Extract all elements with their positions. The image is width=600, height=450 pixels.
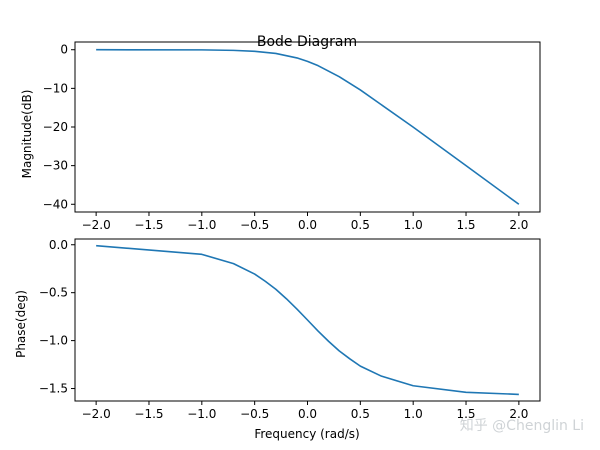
phase-xtick-label: 1.0: [404, 407, 423, 421]
magnitude-xtick-label: −0.5: [240, 218, 269, 232]
magnitude-xtick-label: 2.0: [509, 218, 528, 232]
phase-series-line-0: [96, 244, 519, 396]
phase-xtick-label: 0.0: [298, 407, 317, 421]
magnitude-xtick-label: 0.0: [298, 218, 317, 232]
phase-plot: Phase(deg) Frequency (rad/s) −2.0 −1.5 −1.…: [14, 238, 541, 441]
phase-xtick-label: −2.0: [82, 407, 111, 421]
magnitude-plot: Magnitude(dB) −2.0 −1.5 −1.0 −0.5 0.0 0.5 1.0 1…: [20, 41, 541, 232]
magnitude-ytick-label: −30: [43, 159, 68, 173]
magnitude-xtick-label: −2.0: [82, 218, 111, 232]
phase-ytick-label: −1.5: [39, 382, 68, 396]
phase-ytick-label: 0.0: [49, 238, 68, 252]
phase-xtick-label: 0.5: [351, 407, 370, 421]
phase-xtick-label: −1.5: [134, 407, 163, 421]
magnitude-xtick-label: −1.0: [187, 218, 216, 232]
magnitude-ylabel: Magnitude(dB): [20, 90, 34, 179]
watermark-text: 知乎 @Chenglin Li: [460, 417, 584, 434]
magnitude-xtick-label: 1.0: [404, 218, 423, 232]
magnitude-ytick-label: −20: [43, 120, 68, 134]
magnitude-ytick-label: −10: [43, 81, 68, 95]
magnitude-xtick-label: 0.5: [351, 218, 370, 232]
phase-ytick-label: −0.5: [39, 286, 68, 300]
magnitude-ytick-label: −40: [43, 197, 68, 211]
phase-ytick-label: −1.0: [39, 334, 68, 348]
magnitude-ytick-label: 0: [60, 43, 68, 57]
phase-ylabel: Phase(deg): [14, 290, 28, 358]
phase-xtick-label: 2.0: [509, 407, 528, 421]
phase-xtick-label: −1.0: [187, 407, 216, 421]
frequency-xlabel: Frequency (rad/s): [254, 427, 359, 441]
phase-xtick-label: 1.5: [456, 407, 475, 421]
phase-xtick-label: −0.5: [240, 407, 269, 421]
magnitude-xtick-label: −1.5: [134, 218, 163, 232]
magnitude-xtick-label: 1.5: [456, 218, 475, 232]
magnitude-series-line-0: [96, 48, 520, 205]
magnitude-axes-frame: [74, 41, 541, 213]
